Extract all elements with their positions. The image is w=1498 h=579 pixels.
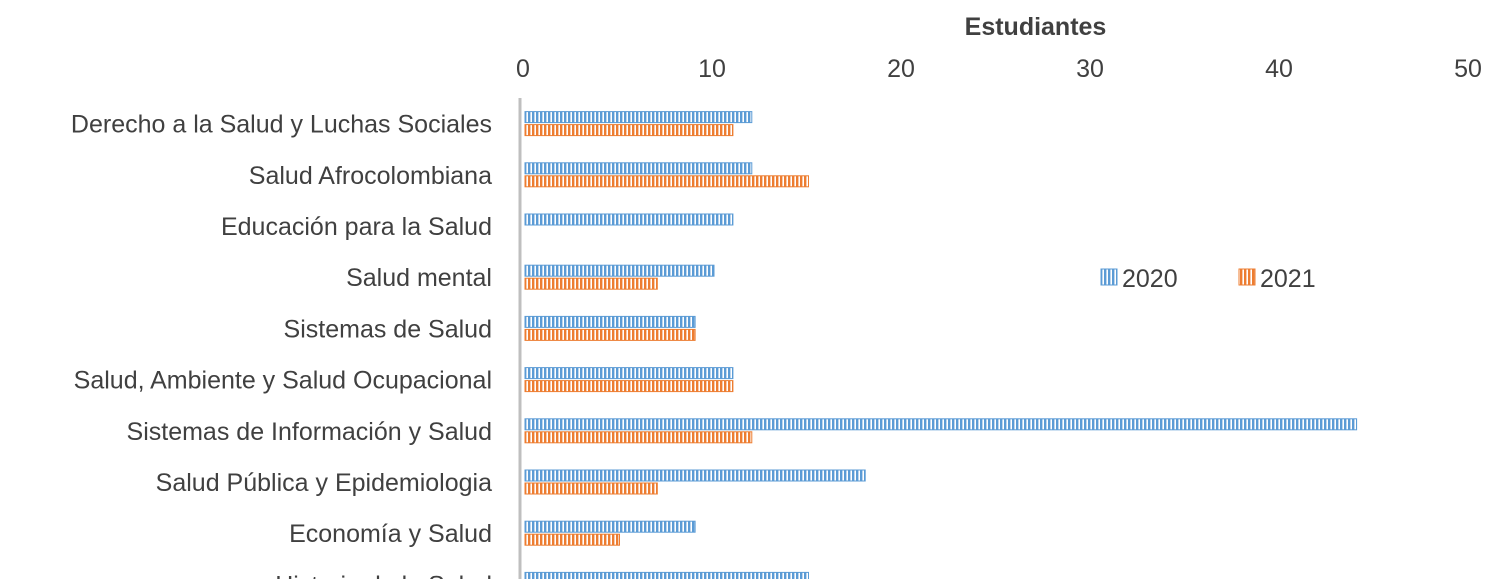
category-label: Sistemas de Información y Salud bbox=[127, 418, 492, 446]
bar-2020-8 bbox=[524, 520, 696, 533]
x-tick-label: 40 bbox=[1265, 55, 1293, 83]
x-tick-label: 20 bbox=[887, 55, 915, 83]
x-tick-label: 10 bbox=[698, 55, 726, 83]
bar-2021-8 bbox=[524, 533, 620, 546]
category-label: Derecho a la Salud y Luchas Sociales bbox=[71, 111, 492, 139]
bar-2020-7 bbox=[524, 469, 866, 482]
bar-2021-0 bbox=[524, 124, 734, 137]
bar-2020-2 bbox=[524, 213, 734, 226]
category-label: Educación para la Salud bbox=[221, 213, 492, 241]
category-label: Sistemas de Salud bbox=[284, 315, 492, 343]
category-label: Salud Pública y Epidemiologia bbox=[156, 469, 492, 497]
category-labels: Derecho a la Salud y Luchas Sociales Salu… bbox=[71, 111, 492, 579]
bar-2020-6 bbox=[524, 418, 1358, 431]
category-label: Salud, Ambiente y Salud Ocupacional bbox=[74, 367, 492, 395]
bar-2021-5 bbox=[524, 380, 734, 393]
category-label: Historia de la Salud bbox=[275, 571, 492, 579]
x-tick-label: 30 bbox=[1076, 55, 1104, 83]
category-label: Economía y Salud bbox=[289, 520, 492, 548]
bar-2021-4 bbox=[524, 328, 696, 341]
legend-label: 2021 bbox=[1260, 265, 1316, 293]
bars bbox=[524, 111, 1358, 579]
legend-swatch-2021 bbox=[1238, 268, 1256, 286]
bar-2021-6 bbox=[524, 431, 753, 444]
x-axis-title: Estudiantes bbox=[965, 13, 1107, 41]
legend-swatch-2020 bbox=[1100, 268, 1118, 286]
x-tick-label: 0 bbox=[516, 55, 530, 83]
bar-2020-9 bbox=[524, 571, 809, 579]
bar-2020-3 bbox=[524, 264, 715, 277]
bar-2020-4 bbox=[524, 315, 696, 328]
x-axis-ticks: 0 10 20 30 40 50 bbox=[516, 55, 1482, 83]
bar-2021-7 bbox=[524, 482, 658, 495]
bar-2021-3 bbox=[524, 277, 658, 290]
legend: 2020 2021 bbox=[1100, 265, 1316, 293]
bar-2021-1 bbox=[524, 175, 809, 188]
category-label: Salud Afrocolombiana bbox=[249, 162, 492, 190]
legend-label: 2020 bbox=[1122, 265, 1178, 293]
category-label: Salud mental bbox=[346, 264, 492, 292]
bar-2020-0 bbox=[524, 111, 753, 124]
x-tick-label: 50 bbox=[1454, 55, 1482, 83]
bar-2020-1 bbox=[524, 162, 753, 175]
bar-2020-5 bbox=[524, 367, 734, 380]
